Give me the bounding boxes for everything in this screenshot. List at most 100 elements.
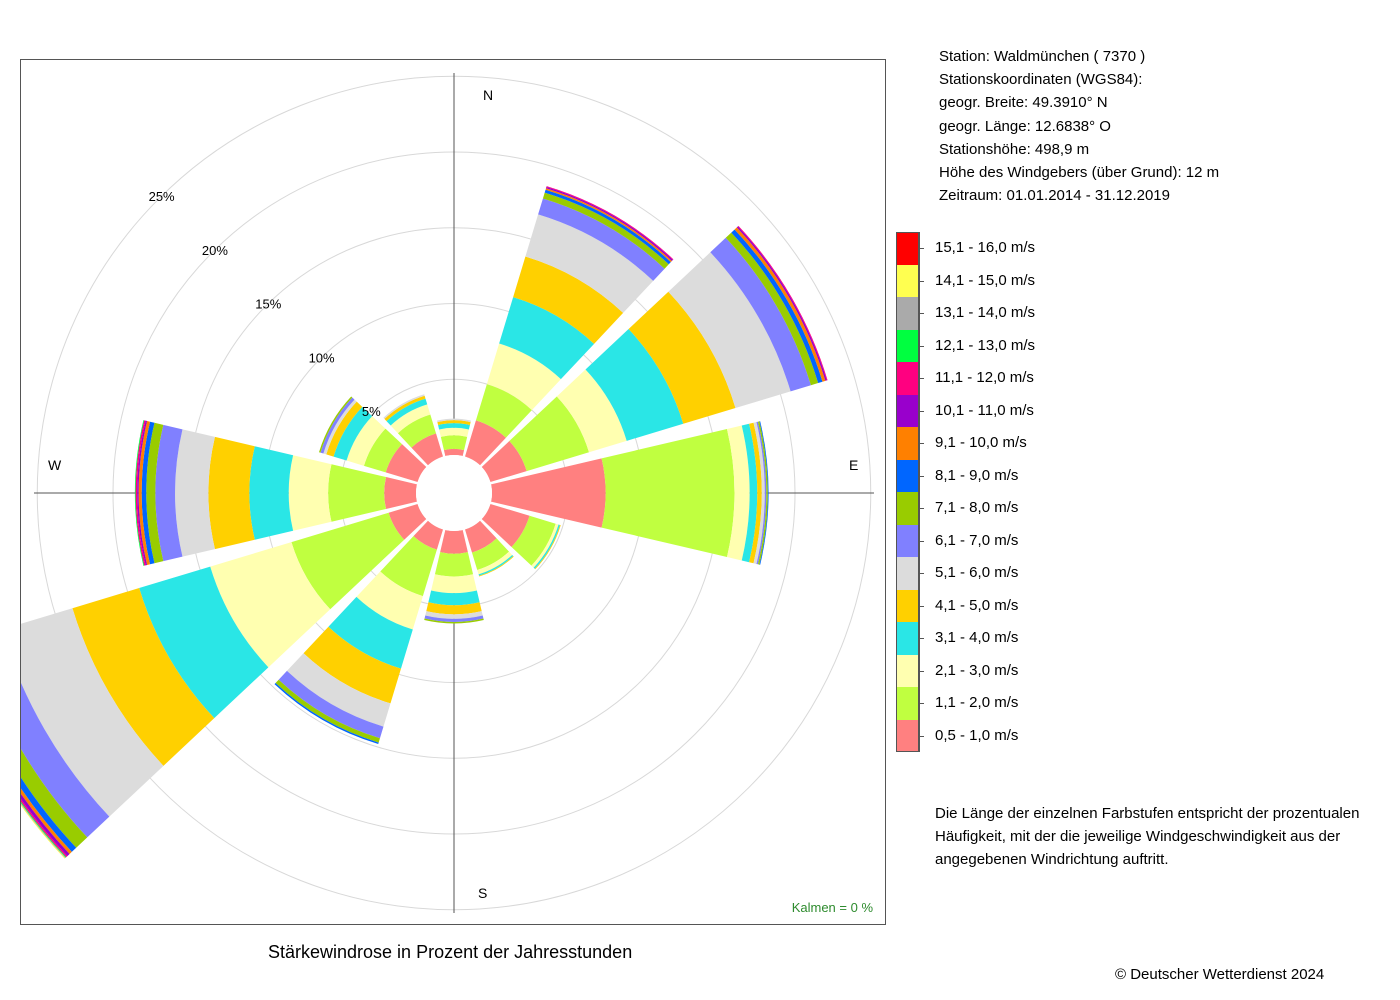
sector-segment	[134, 420, 145, 566]
legend-swatch	[896, 329, 919, 362]
sector-segment	[481, 441, 527, 483]
sector-segment	[601, 428, 735, 558]
sector-segment	[491, 458, 606, 528]
sector-segment	[538, 198, 665, 281]
legend-label: 3,1 - 4,0 m/s	[935, 629, 1019, 646]
sector-segment	[438, 423, 470, 430]
sector-segment	[383, 394, 425, 419]
sector-segment	[513, 256, 624, 344]
legend-item: 3,1 - 4,0 m/s	[896, 622, 1226, 655]
sector-segment	[388, 503, 427, 540]
legend-item: 1,1 - 2,0 m/s	[896, 687, 1226, 720]
legend-tick	[919, 280, 924, 282]
legend-item: 14,1 - 15,0 m/s	[896, 264, 1226, 297]
sector-segment	[753, 422, 765, 564]
legend-label: 13,1 - 14,0 m/s	[935, 304, 1036, 321]
sector-330-deg	[383, 394, 444, 466]
sector-segment	[208, 436, 255, 550]
ring-label: 15%	[255, 297, 281, 312]
legend-tick	[919, 345, 924, 347]
sector-segment	[21, 682, 110, 838]
sector-segment	[424, 618, 484, 624]
copyright-notice: © Deutscher Wetterdienst 2024	[1115, 966, 1325, 983]
sector-segment	[511, 515, 556, 566]
legend-label: 9,1 - 10,0 m/s	[935, 434, 1027, 451]
rose-labels: N E S W 5% 10% 15% 20% 25%	[48, 87, 858, 901]
legend-swatch	[896, 687, 919, 720]
legend-swatch	[896, 459, 919, 492]
ring-label: 20%	[202, 243, 228, 258]
wind-rose-chart: N E S W 5% 10% 15% 20% 25%	[21, 73, 874, 913]
legend-swatch	[896, 264, 919, 297]
sector-segment	[424, 615, 484, 622]
legend-swatch	[896, 719, 919, 752]
sector-segment	[628, 291, 736, 424]
sector-segment	[440, 530, 468, 554]
legend-label: 4,1 - 5,0 m/s	[935, 596, 1019, 614]
sector-segment	[531, 523, 559, 568]
station-name: Station: Waldmünchen ( 7370 )	[939, 48, 1146, 65]
legend-item: 4,1 - 5,0 m/s	[896, 589, 1226, 622]
legend-item: 8,1 - 9,0 m/s	[896, 459, 1226, 492]
wind-rose-panel: N E S W 5% 10% 15% 20% 25% Kalmen = 0 %	[20, 59, 886, 925]
ring-label: 5%	[362, 404, 381, 419]
station-coordinates-heading: Stationskoordinaten (WGS84):	[939, 71, 1143, 89]
legend-swatch	[896, 524, 919, 557]
legend-label: 6,1 - 7,0 m/s	[935, 531, 1019, 549]
legend-item: 9,1 - 10,0 m/s	[896, 427, 1226, 460]
sector-segment	[346, 416, 386, 466]
legend-label: 8,1 - 9,0 m/s	[935, 466, 1019, 484]
legend-tick	[919, 638, 924, 639]
compass-label-south: S	[478, 885, 487, 901]
sector-120-deg	[481, 503, 561, 570]
sector-270-deg	[134, 420, 417, 566]
sector-segment	[411, 433, 444, 466]
sector-segment	[288, 455, 332, 531]
sector-segment	[303, 626, 401, 704]
sector-segment	[731, 229, 823, 384]
legend-label: 7,1 - 8,0 m/s	[935, 499, 1019, 516]
sector-segment	[390, 404, 431, 434]
sector-segment	[323, 399, 357, 455]
sector-segment	[155, 424, 183, 562]
sector-segment	[741, 423, 758, 563]
sector-segment	[146, 422, 164, 564]
legend-item: 15,1 - 16,0 m/s	[896, 232, 1226, 265]
time-period: Zeitraum: 01.01.2014 - 31.12.2019	[939, 187, 1170, 205]
sector-segment	[585, 329, 684, 441]
sector-segment	[556, 369, 627, 453]
sector-segment	[320, 397, 355, 454]
legend-swatch	[896, 557, 919, 590]
sector-segment	[278, 670, 384, 739]
sector-segment	[175, 429, 215, 557]
legend-swatch	[896, 589, 919, 622]
sector-segment	[384, 395, 426, 422]
sector-90-deg	[491, 421, 769, 565]
ring-label: 25%	[149, 189, 175, 204]
legend-swatch	[896, 654, 919, 687]
sector-segment	[440, 435, 468, 451]
sector-segment	[137, 420, 148, 566]
legend-tick	[919, 378, 924, 379]
legend-tick	[919, 605, 924, 607]
sector-segment	[397, 414, 437, 448]
sector-segment	[139, 566, 269, 719]
legend-item: 13,1 - 14,0 m/s	[896, 297, 1226, 330]
legend-tick	[919, 508, 924, 509]
center-hole	[416, 455, 492, 531]
legend-label: 10,1 - 11,0 m/s	[935, 401, 1034, 419]
sector-segment	[464, 520, 497, 553]
sector-segment	[291, 512, 405, 610]
sector-segment	[328, 596, 413, 669]
sector-segment	[542, 192, 669, 269]
legend-tick	[919, 410, 924, 412]
sector-segment	[21, 749, 88, 848]
legend-swatch	[896, 362, 919, 395]
legend-tick	[919, 248, 924, 249]
legend-label: 5,1 - 6,0 m/s	[935, 564, 1019, 581]
compass-label-north: N	[483, 87, 493, 103]
sector-segment	[439, 427, 469, 437]
legend-item: 2,1 - 3,0 m/s	[896, 654, 1226, 687]
sector-segment	[21, 777, 77, 852]
sector-segment	[749, 422, 762, 564]
